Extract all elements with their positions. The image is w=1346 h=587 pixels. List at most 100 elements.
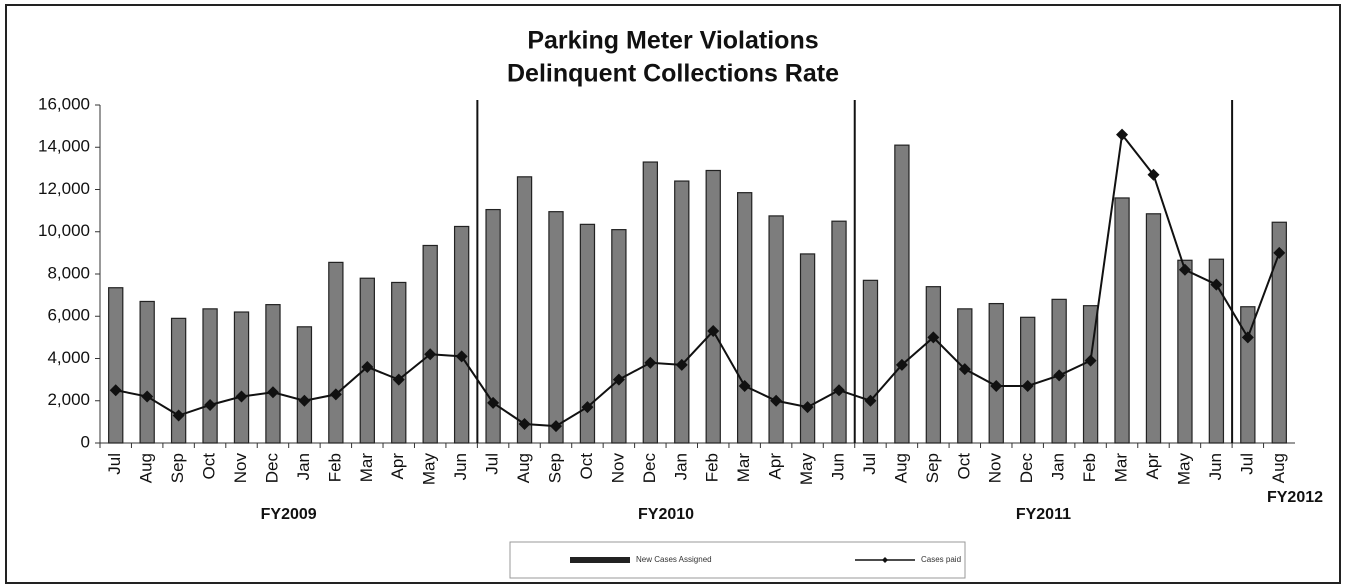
x-tick-label: Feb	[1080, 453, 1099, 482]
line-marker	[1241, 331, 1254, 344]
bar	[611, 229, 627, 444]
legend-label: New Cases Assigned	[636, 555, 712, 564]
line-marker	[581, 401, 594, 414]
legend-label: Cases paid	[921, 555, 961, 564]
line-marker	[1178, 263, 1191, 276]
bar	[768, 215, 784, 444]
bar	[1177, 259, 1193, 444]
x-tick-label: Jan	[294, 453, 313, 480]
group-label: FY2011	[1016, 506, 1071, 523]
x-tick-label: Nov	[986, 453, 1005, 484]
bar	[1114, 197, 1130, 444]
bar	[170, 317, 187, 444]
bar	[736, 192, 753, 444]
legend-swatch	[570, 557, 630, 563]
line-marker	[518, 417, 531, 430]
chart-subtitle: Delinquent Collections Rate	[507, 60, 839, 88]
x-tick-label: Jul	[105, 453, 124, 475]
y-tick-label: 8,000	[47, 263, 90, 282]
y-tick-label: 2,000	[47, 390, 90, 409]
bar	[485, 208, 501, 444]
bar	[799, 253, 816, 444]
line-marker	[235, 390, 248, 403]
y-tick-label: 16,000	[38, 94, 90, 113]
y-tick-label: 14,000	[38, 137, 90, 156]
x-tick-label: Feb	[325, 453, 344, 482]
line-marker	[204, 398, 217, 411]
line-marker	[927, 331, 940, 344]
x-tick-label: Sep	[545, 453, 564, 483]
line-marker	[424, 348, 437, 361]
x-tick-label: Jul	[1237, 453, 1256, 475]
line	[115, 132, 1281, 428]
x-tick-label: May	[797, 453, 816, 486]
line-marker	[1084, 354, 1097, 367]
line-marker	[612, 373, 625, 386]
chart-title: Parking Meter Violations	[527, 27, 818, 55]
group-label: FY2012	[1267, 489, 1323, 506]
x-tick-label: Mar	[734, 453, 753, 483]
x-tick-label: Mar	[357, 453, 376, 483]
bar	[957, 308, 973, 444]
bar	[1271, 221, 1287, 444]
bar	[1240, 306, 1256, 444]
bar	[422, 244, 438, 444]
group-label: FY2009	[261, 506, 317, 523]
line-marker	[707, 325, 720, 338]
bar	[108, 287, 124, 444]
bar	[453, 225, 470, 444]
line-marker	[141, 390, 154, 403]
x-tick-label: Aug	[1269, 453, 1288, 483]
bar	[674, 180, 690, 444]
bar	[265, 304, 281, 444]
bar	[233, 311, 250, 444]
x-tick-label: Dec	[640, 453, 659, 484]
legend-marker	[882, 557, 888, 563]
x-tick-label: Oct	[200, 453, 219, 480]
bar	[831, 220, 847, 444]
x-tick-label: Apr	[388, 453, 407, 480]
line-marker	[1053, 369, 1066, 382]
line-marker	[266, 386, 279, 399]
x-tick-label: Aug	[891, 453, 910, 483]
bar	[359, 277, 375, 444]
line-marker	[770, 394, 783, 407]
line-marker	[487, 396, 500, 409]
x-tick-label: Apr	[766, 453, 785, 480]
bar	[1145, 213, 1162, 444]
line-marker	[1147, 168, 1160, 181]
x-tick-label: May	[420, 453, 439, 486]
line-marker	[361, 360, 374, 373]
bar	[642, 161, 659, 444]
bar	[705, 169, 721, 444]
bar	[579, 223, 596, 444]
bar	[296, 326, 313, 444]
x-tick-label: Aug	[514, 453, 533, 483]
bar	[328, 261, 344, 444]
y-tick-label: 6,000	[47, 306, 90, 325]
bar	[862, 279, 879, 444]
line-marker	[675, 358, 688, 371]
line-marker	[109, 384, 122, 397]
x-tick-label: Sep	[923, 453, 942, 483]
x-tick-label: Jun	[1206, 453, 1225, 480]
bar	[925, 286, 942, 444]
x-tick-label: Apr	[1143, 453, 1162, 480]
y-tick-label: 4,000	[47, 348, 90, 367]
bar	[894, 144, 910, 444]
line-marker	[990, 379, 1003, 392]
y-tick-label: 10,000	[38, 221, 90, 240]
line-marker	[833, 384, 846, 397]
x-tick-label: Jan	[671, 453, 690, 480]
y-tick-label: 0	[81, 432, 90, 451]
x-tick-label: Aug	[137, 453, 156, 483]
x-tick-label: Dec	[1017, 453, 1036, 484]
x-tick-label: Feb	[703, 453, 722, 482]
bar	[1208, 258, 1225, 444]
chart-frame	[5, 4, 1341, 584]
bar	[139, 300, 155, 444]
line-marker	[172, 409, 185, 422]
x-tick-label: Sep	[168, 453, 187, 483]
line-marker	[549, 420, 562, 433]
